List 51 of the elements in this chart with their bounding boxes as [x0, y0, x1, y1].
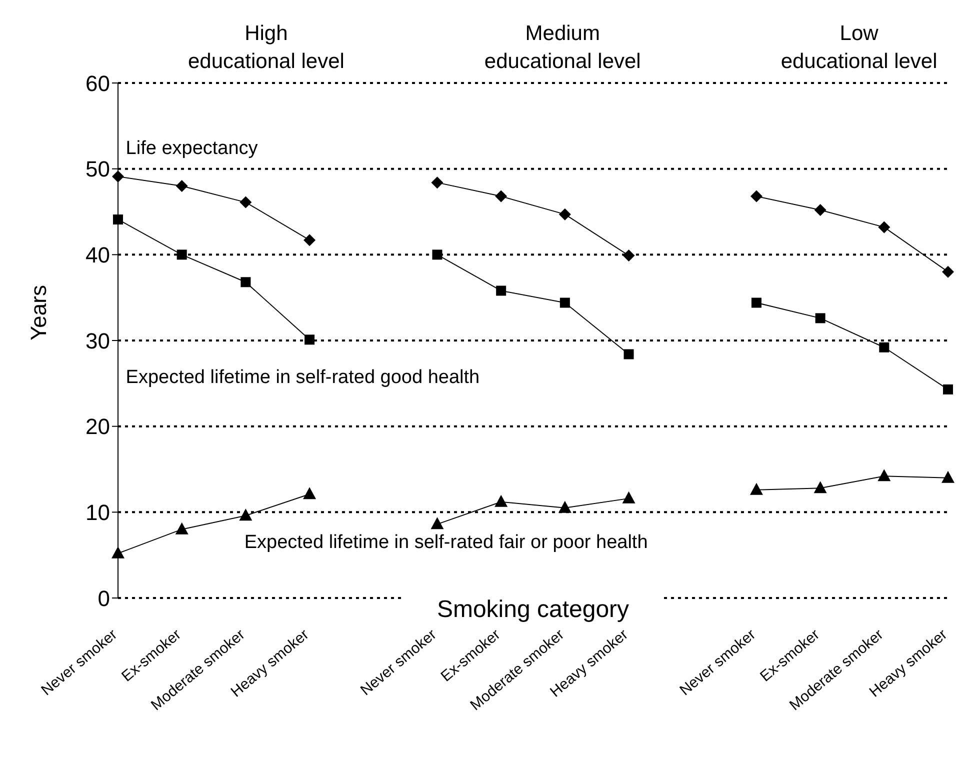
point — [622, 250, 635, 262]
point — [558, 208, 571, 220]
point — [112, 170, 124, 183]
series-label: Expected lifetime in self-rated fair or poor health — [243, 532, 649, 554]
y-tick-label: 40 — [86, 242, 110, 268]
point — [943, 384, 953, 394]
point — [496, 286, 506, 296]
point — [239, 508, 252, 521]
text: High educational level — [186, 21, 346, 75]
point — [303, 487, 316, 500]
point — [240, 277, 251, 288]
y-tick-label: 20 — [86, 414, 110, 440]
point — [814, 481, 827, 494]
series-label: Life expectancy — [124, 138, 259, 160]
y-tick-label: 0 — [98, 586, 110, 611]
point — [942, 266, 954, 278]
point — [878, 221, 890, 234]
text: Medium educational level — [483, 21, 642, 75]
point — [815, 313, 826, 324]
point — [112, 546, 124, 558]
point — [751, 298, 762, 308]
point — [942, 470, 954, 483]
series-label: Expected lifetime in self-rated good health — [124, 367, 481, 390]
y-tick-label: 30 — [86, 328, 110, 354]
point — [176, 250, 187, 260]
point — [175, 522, 188, 534]
text: Low educational level — [780, 21, 938, 75]
point — [240, 196, 252, 208]
point — [304, 334, 315, 345]
point — [624, 349, 634, 360]
point — [750, 190, 762, 202]
point — [558, 500, 572, 513]
y-axis-title: Years — [26, 285, 51, 340]
point — [432, 250, 442, 260]
point — [814, 204, 826, 216]
point — [304, 234, 316, 246]
point — [494, 494, 508, 507]
point — [879, 342, 890, 352]
point — [430, 517, 444, 530]
point — [622, 491, 636, 504]
y-tick-label: 10 — [86, 500, 110, 525]
y-tick-label: 60 — [86, 70, 110, 96]
point — [176, 180, 188, 192]
point — [431, 176, 444, 189]
y-tick-label: 50 — [86, 156, 110, 182]
x-axis-title: Smoking category — [403, 596, 663, 624]
point — [750, 482, 763, 495]
point — [878, 469, 891, 482]
point — [560, 298, 570, 308]
point — [113, 214, 123, 224]
point — [495, 190, 508, 202]
